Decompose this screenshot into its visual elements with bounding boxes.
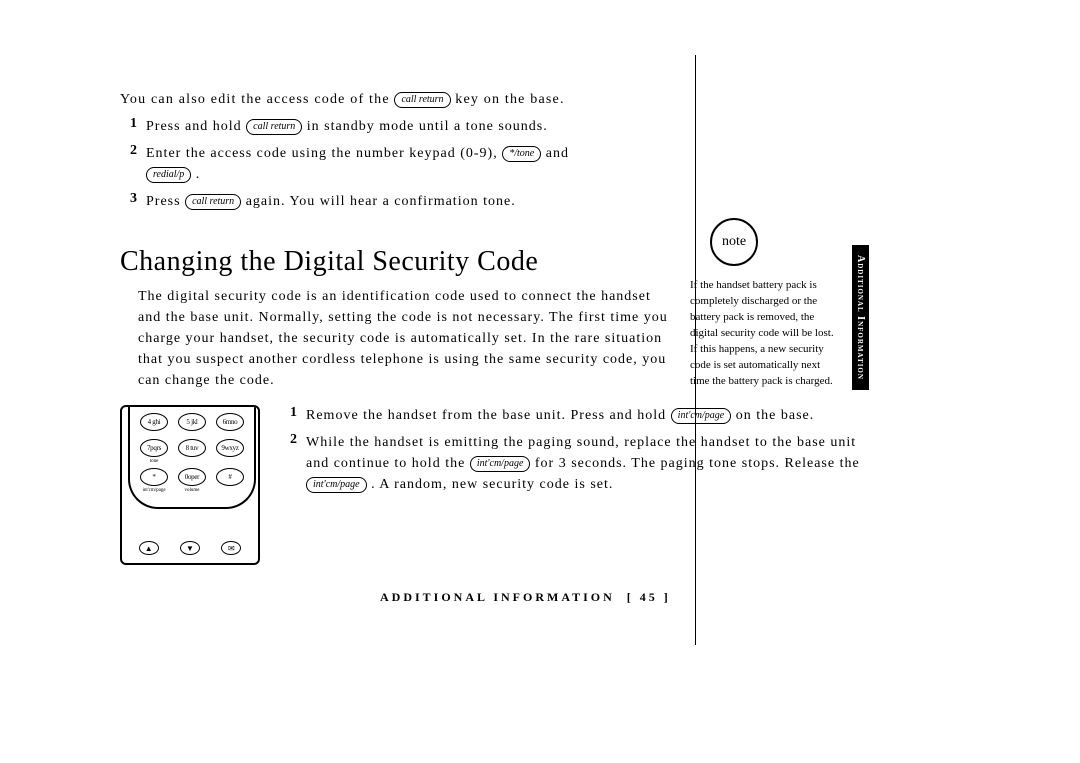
call-return-key-icon: call return: [394, 92, 450, 108]
note-circle-icon: note: [710, 218, 758, 266]
step-number: 3: [130, 191, 138, 212]
keypad-sublabels-bottom: int'cm/page volume: [140, 488, 244, 493]
key-7: 7pqrs: [140, 439, 168, 457]
intcm-page-key-icon: int'cm/page: [671, 408, 732, 424]
intro-pre: You can also edit the access code of the: [120, 92, 394, 107]
step-text: Press and hold call return in standby mo…: [146, 116, 860, 137]
lower-step-2: 2 While the handset is emitting the pagi…: [290, 432, 860, 495]
step-number: 2: [290, 432, 298, 495]
step-text: Enter the access code using the number k…: [146, 143, 860, 185]
redial-p-key-icon: redial/p: [146, 167, 191, 183]
step-text: Remove the handset from the base unit. P…: [306, 405, 860, 426]
footer-label: ADDITIONAL INFORMATION: [380, 590, 615, 604]
keypad-box: 4 ghi 5 jkl 6mno 7pqrs 8 tuv 9wxyz tone …: [120, 405, 260, 565]
note-text: If the handset battery pack is completel…: [690, 278, 840, 390]
step-number: 1: [130, 116, 138, 137]
intcm-page-key-icon: int'cm/page: [306, 477, 367, 493]
key-8: 8 tuv: [178, 439, 206, 457]
footer-page: [ 45 ]: [627, 590, 671, 604]
key-6: 6mno: [216, 413, 244, 431]
top-step-3: 3 Press call return again. You will hear…: [120, 191, 860, 212]
intro-line: You can also edit the access code of the…: [120, 92, 860, 108]
top-step-2: 2 Enter the access code using the number…: [120, 143, 860, 185]
lower-step-1: 1 Remove the handset from the base unit.…: [290, 405, 860, 426]
tone-key-icon: */tone: [502, 146, 541, 162]
mail-icon: ✉: [221, 541, 241, 555]
page-footer: ADDITIONAL INFORMATION [ 45 ]: [380, 590, 671, 605]
key-4: 4 ghi: [140, 413, 168, 431]
note-block: note If the handset battery pack is comp…: [690, 218, 840, 390]
step-number: 1: [290, 405, 298, 426]
key-0: 0oper: [178, 468, 206, 486]
step-number: 2: [130, 143, 138, 185]
key-9: 9wxyz: [216, 439, 244, 457]
down-icon: ▼: [180, 541, 200, 555]
keypad-grid-2: * 0oper #: [140, 468, 244, 486]
keypad-grid: 4 ghi 5 jkl 6mno 7pqrs 8 tuv 9wxyz: [140, 413, 244, 457]
keypad-figure: 4 ghi 5 jkl 6mno 7pqrs 8 tuv 9wxyz tone …: [120, 405, 270, 565]
top-step-1: 1 Press and hold call return in standby …: [120, 116, 860, 137]
keypad-sublabels-top: tone: [140, 459, 244, 464]
intro-post: key on the base.: [455, 92, 564, 107]
side-tab: Additional Information: [852, 245, 869, 390]
call-return-key-icon: call return: [246, 119, 302, 135]
key-star: *: [140, 468, 168, 486]
key-5: 5 jkl: [178, 413, 206, 431]
lower-content-row: 4 ghi 5 jkl 6mno 7pqrs 8 tuv 9wxyz tone …: [120, 405, 860, 565]
keypad-inner: 4 ghi 5 jkl 6mno 7pqrs 8 tuv 9wxyz tone …: [128, 405, 256, 509]
keypad-bottom-icons: ▲ ▼ ✉: [122, 541, 258, 555]
call-return-key-icon: call return: [185, 194, 241, 210]
step-text: Press call return again. You will hear a…: [146, 191, 860, 212]
step-text: While the handset is emitting the paging…: [306, 432, 860, 495]
lower-steps: 1 Remove the handset from the base unit.…: [290, 405, 860, 565]
intcm-page-key-icon: int'cm/page: [470, 456, 531, 472]
up-icon: ▲: [139, 541, 159, 555]
body-paragraph: The digital security code is an identifi…: [138, 286, 668, 391]
key-hash: #: [216, 468, 244, 486]
